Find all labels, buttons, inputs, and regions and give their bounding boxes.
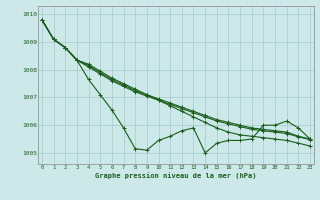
X-axis label: Graphe pression niveau de la mer (hPa): Graphe pression niveau de la mer (hPa)	[95, 172, 257, 179]
